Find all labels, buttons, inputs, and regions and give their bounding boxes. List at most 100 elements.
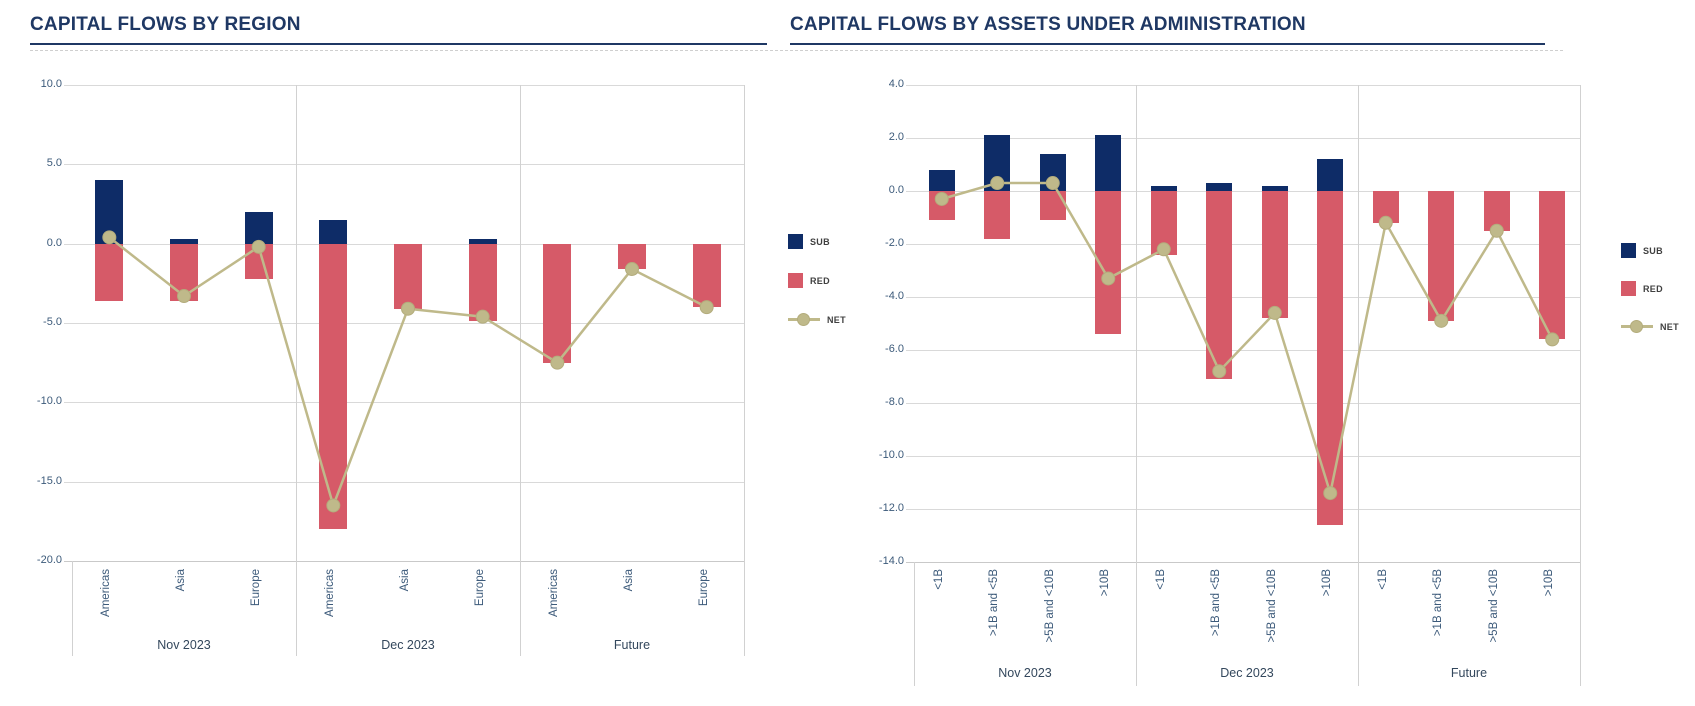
legend-item-net[interactable]: NET [788, 312, 846, 327]
legend-item-net[interactable]: NET [1621, 319, 1679, 334]
gridline [906, 244, 1580, 245]
y-tick-label: -6.0 [885, 343, 904, 355]
net-marker[interactable] [475, 309, 490, 324]
net-marker[interactable] [1101, 271, 1116, 286]
net-marker[interactable] [177, 289, 191, 304]
bar-red[interactable] [1261, 191, 1288, 319]
gridline [906, 350, 1580, 351]
title-underline [30, 43, 767, 45]
bar-sub[interactable] [1150, 185, 1177, 191]
gridline [64, 164, 744, 166]
x-category-label: >1B and <5B [988, 569, 1001, 637]
y-tick-label: -2.0 [885, 237, 904, 249]
gridline [64, 481, 744, 483]
bar-red[interactable] [1317, 191, 1344, 525]
net-marker[interactable] [1323, 486, 1338, 501]
x-group-label: Dec 2023 [381, 638, 435, 652]
y-tick-label: 10.0 [40, 78, 62, 90]
net-marker[interactable] [625, 262, 639, 277]
bar-sub[interactable] [170, 238, 198, 244]
x-category-label: <1B [1376, 569, 1389, 590]
bar-sub[interactable] [1206, 183, 1233, 191]
net-marker[interactable] [251, 239, 266, 254]
gridline [64, 323, 744, 324]
bar-red[interactable] [1206, 191, 1233, 380]
label-area-edge [914, 562, 915, 686]
bar-sub[interactable] [244, 211, 273, 244]
legend-swatch-net [788, 312, 820, 327]
y-tick-label: 0.0 [46, 236, 62, 249]
bar-sub[interactable] [1261, 185, 1288, 191]
bar-red[interactable] [984, 191, 1011, 239]
x-category-label: >10B [1543, 569, 1556, 597]
group-divider [1580, 85, 1581, 686]
y-tick-label: 0.0 [888, 184, 904, 196]
legend-item-sub[interactable]: SUB [788, 234, 846, 249]
bar-red[interactable] [543, 243, 572, 363]
net-marker[interactable] [1212, 364, 1227, 379]
group-divider [296, 85, 297, 656]
x-group-label: Nov 2023 [998, 666, 1052, 680]
net-marker[interactable] [934, 191, 949, 206]
net-marker[interactable] [699, 300, 714, 315]
net-marker[interactable] [550, 355, 565, 370]
x-category-label: Europe [697, 569, 710, 607]
net-line[interactable] [72, 85, 744, 561]
bar-sub[interactable] [319, 219, 348, 244]
legend-label: RED [1643, 283, 1663, 294]
legend-swatch-red [788, 273, 803, 288]
legend-label: RED [810, 275, 830, 286]
legend-swatch-sub [1621, 243, 1636, 258]
bar-sub[interactable] [1095, 135, 1122, 191]
net-marker[interactable] [1045, 176, 1060, 191]
bar-sub[interactable] [468, 238, 497, 244]
gridline [906, 191, 1580, 192]
legend-swatch-net [1621, 319, 1653, 334]
bar-sub[interactable] [1317, 159, 1344, 191]
legend-item-sub[interactable]: SUB [1621, 243, 1679, 258]
x-category-label: >5B and <10B [1265, 569, 1278, 643]
bar-sub[interactable] [928, 169, 955, 191]
net-marker[interactable] [401, 301, 415, 316]
net-marker[interactable] [1489, 223, 1504, 238]
legend-net-marker [797, 313, 810, 326]
chart-title-aua: CAPITAL FLOWS BY ASSETS UNDER ADMINISTRA… [790, 14, 1306, 35]
legend-label: NET [1660, 321, 1679, 332]
y-tick-label: -10.0 [36, 395, 62, 408]
net-marker[interactable] [1434, 313, 1449, 328]
gridline [906, 138, 1580, 139]
gridline [906, 509, 1580, 510]
bar-red[interactable] [1539, 191, 1566, 340]
bar-red[interactable] [692, 243, 721, 308]
y-tick-label: -8.0 [885, 396, 904, 408]
legend-label: SUB [1643, 245, 1663, 256]
x-group-label: Future [613, 638, 651, 652]
bar-red[interactable] [1428, 191, 1455, 321]
gridline [906, 562, 1580, 563]
bar-red[interactable] [468, 243, 497, 322]
x-category-label: >5B and <10B [1487, 569, 1500, 643]
legend-net-marker [1630, 320, 1643, 333]
x-category-label: Americas [324, 569, 337, 617]
panel-capital-flows-by-aua: CAPITAL FLOWS BY ASSETS UNDER ADMINISTRA… [790, 10, 1695, 700]
net-marker[interactable] [990, 176, 1005, 191]
chart-region: 10.0 5.0 0.0 -5.0 -10.0 -15.0 -20.0 Americas Asi… [30, 10, 850, 700]
gridline [906, 85, 1580, 86]
net-marker[interactable] [1378, 215, 1393, 230]
gridline [906, 403, 1580, 404]
x-category-label: Asia [399, 569, 411, 592]
net-marker[interactable] [1156, 242, 1171, 257]
legend-label: NET [827, 314, 846, 325]
net-line[interactable] [914, 85, 1580, 562]
group-divider [520, 85, 521, 656]
legend-item-red[interactable]: RED [1621, 281, 1679, 296]
group-divider [744, 85, 745, 656]
bar-red[interactable] [394, 243, 422, 309]
legend-item-red[interactable]: RED [788, 273, 846, 288]
net-marker[interactable] [1267, 305, 1282, 320]
net-marker[interactable] [102, 230, 117, 245]
net-marker[interactable] [1545, 332, 1560, 347]
y-tick-label: -15.0 [36, 474, 62, 487]
net-marker[interactable] [326, 498, 341, 513]
bar-red[interactable] [95, 243, 124, 301]
